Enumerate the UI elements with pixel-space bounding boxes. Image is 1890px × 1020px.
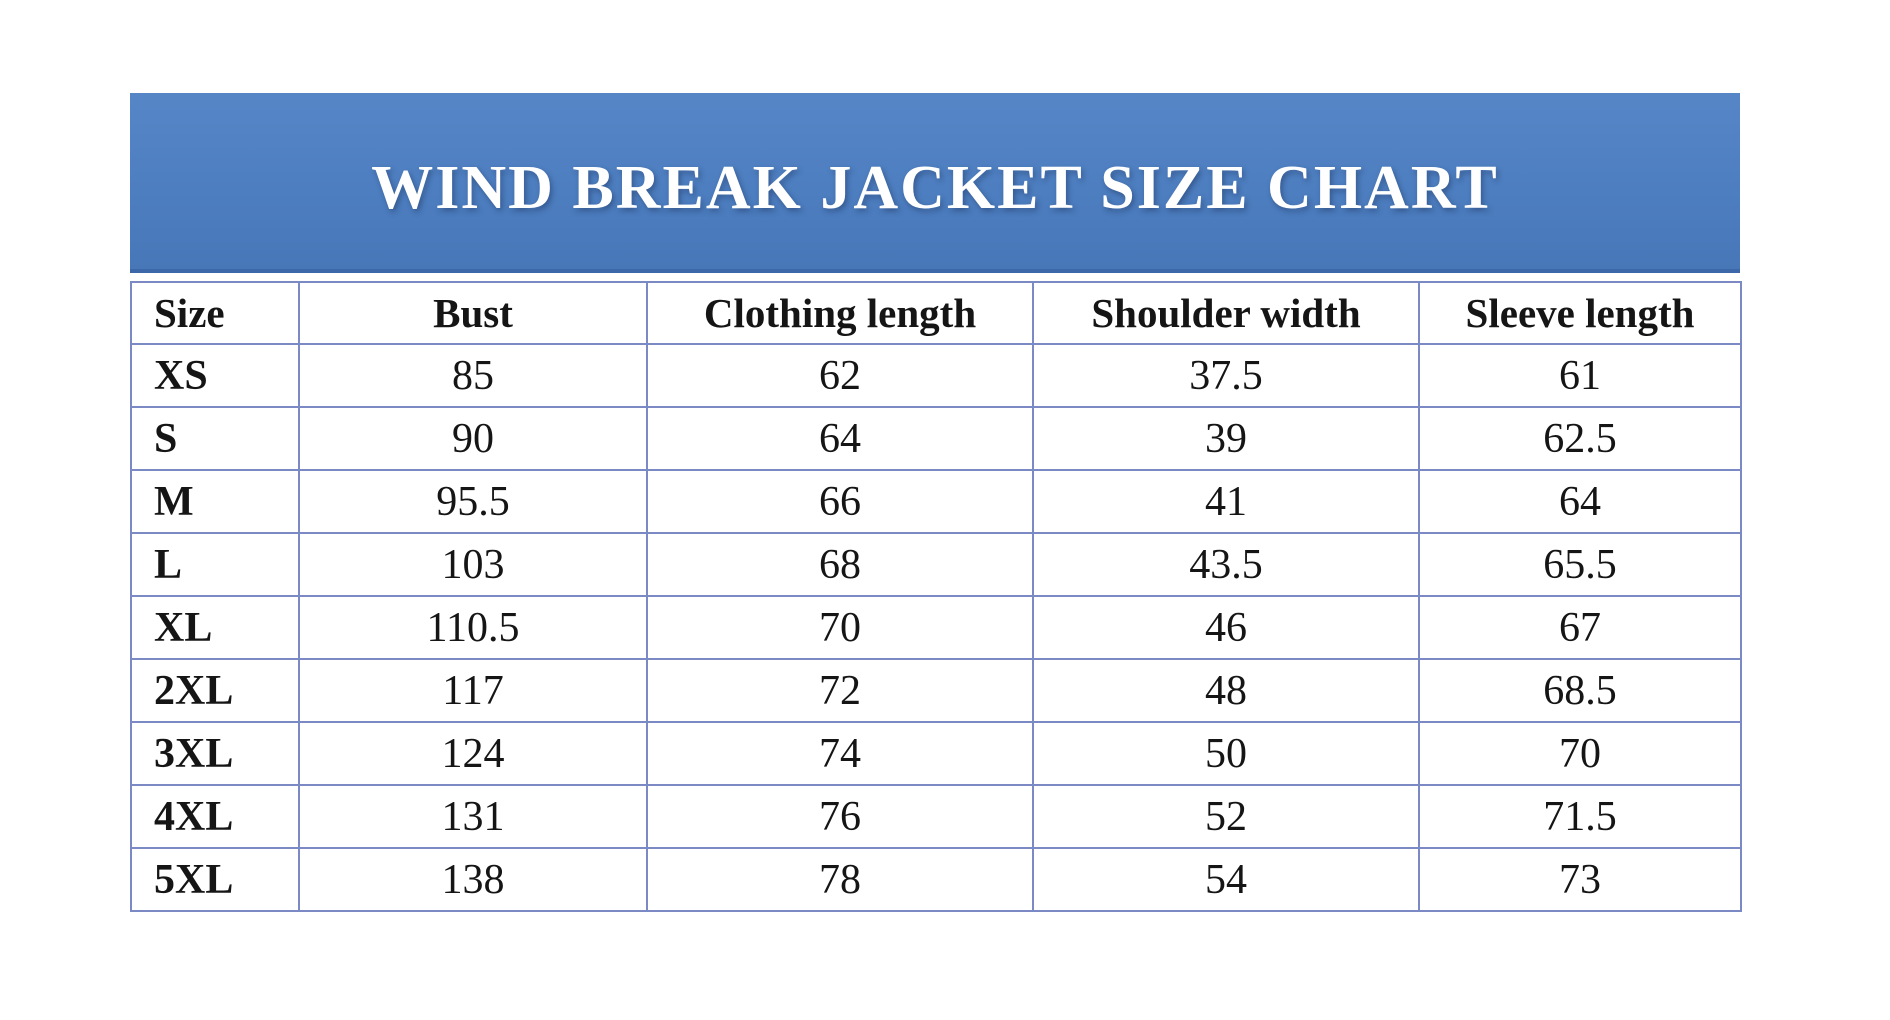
- cell-size: 3XL: [130, 721, 300, 786]
- cell-clothing-length: 62: [646, 343, 1034, 408]
- size-chart-table: Size Bust Clothing length Shoulder width…: [130, 281, 1742, 912]
- cell-sleeve-length: 70: [1418, 721, 1742, 786]
- cell-shoulder-width: 50: [1032, 721, 1420, 786]
- cell-sleeve-length: 67: [1418, 595, 1742, 660]
- cell-size: 2XL: [130, 658, 300, 723]
- cell-size: XS: [130, 343, 300, 408]
- cell-sleeve-length: 73: [1418, 847, 1742, 912]
- cell-sleeve-length: 68.5: [1418, 658, 1742, 723]
- cell-clothing-length: 68: [646, 532, 1034, 597]
- cell-sleeve-length: 61: [1418, 343, 1742, 408]
- cell-size: S: [130, 406, 300, 471]
- cell-clothing-length: 74: [646, 721, 1034, 786]
- cell-bust: 90: [298, 406, 648, 471]
- cell-sleeve-length: 71.5: [1418, 784, 1742, 849]
- cell-bust: 85: [298, 343, 648, 408]
- cell-sleeve-length: 62.5: [1418, 406, 1742, 471]
- cell-shoulder-width: 48: [1032, 658, 1420, 723]
- cell-size: L: [130, 532, 300, 597]
- cell-bust: 117: [298, 658, 648, 723]
- cell-size: M: [130, 469, 300, 534]
- table-row: XL 110.5 70 46 67: [130, 595, 1742, 660]
- cell-clothing-length: 72: [646, 658, 1034, 723]
- table-row: XS 85 62 37.5 61: [130, 343, 1742, 408]
- column-header-bust: Bust: [298, 281, 648, 345]
- size-chart-banner: WIND BREAK JACKET SIZE CHART: [130, 93, 1740, 273]
- cell-sleeve-length: 65.5: [1418, 532, 1742, 597]
- cell-bust: 131: [298, 784, 648, 849]
- cell-clothing-length: 64: [646, 406, 1034, 471]
- table-row: 2XL 117 72 48 68.5: [130, 658, 1742, 723]
- cell-shoulder-width: 43.5: [1032, 532, 1420, 597]
- cell-shoulder-width: 37.5: [1032, 343, 1420, 408]
- page-title: WIND BREAK JACKET SIZE CHART: [371, 153, 1499, 222]
- cell-size: 4XL: [130, 784, 300, 849]
- table-row: M 95.5 66 41 64: [130, 469, 1742, 534]
- cell-bust: 110.5: [298, 595, 648, 660]
- cell-bust: 138: [298, 847, 648, 912]
- cell-shoulder-width: 41: [1032, 469, 1420, 534]
- cell-size: 5XL: [130, 847, 300, 912]
- cell-shoulder-width: 54: [1032, 847, 1420, 912]
- table-row: 4XL 131 76 52 71.5: [130, 784, 1742, 849]
- table-header-row: Size Bust Clothing length Shoulder width…: [130, 281, 1742, 345]
- table-row: S 90 64 39 62.5: [130, 406, 1742, 471]
- column-header-shoulder-width: Shoulder width: [1032, 281, 1420, 345]
- column-header-size: Size: [130, 281, 300, 345]
- table-row: 5XL 138 78 54 73: [130, 847, 1742, 912]
- cell-size: XL: [130, 595, 300, 660]
- column-header-sleeve-length: Sleeve length: [1418, 281, 1742, 345]
- table-row: L 103 68 43.5 65.5: [130, 532, 1742, 597]
- table-row: 3XL 124 74 50 70: [130, 721, 1742, 786]
- cell-bust: 103: [298, 532, 648, 597]
- cell-sleeve-length: 64: [1418, 469, 1742, 534]
- cell-shoulder-width: 52: [1032, 784, 1420, 849]
- cell-shoulder-width: 39: [1032, 406, 1420, 471]
- column-header-clothing-length: Clothing length: [646, 281, 1034, 345]
- cell-shoulder-width: 46: [1032, 595, 1420, 660]
- cell-clothing-length: 66: [646, 469, 1034, 534]
- cell-clothing-length: 76: [646, 784, 1034, 849]
- cell-clothing-length: 70: [646, 595, 1034, 660]
- cell-bust: 95.5: [298, 469, 648, 534]
- cell-clothing-length: 78: [646, 847, 1034, 912]
- cell-bust: 124: [298, 721, 648, 786]
